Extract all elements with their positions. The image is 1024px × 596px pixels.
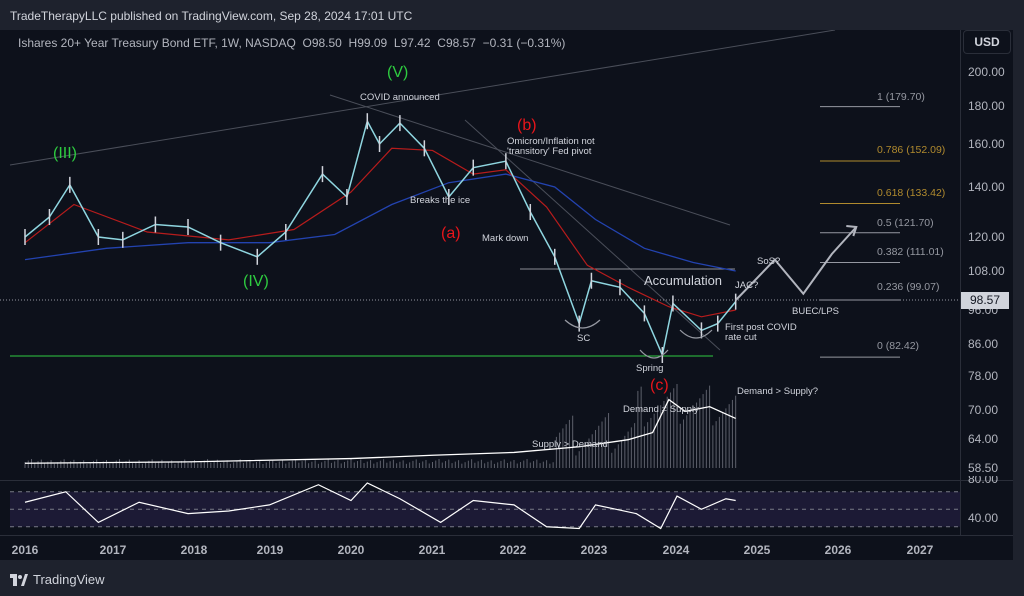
annotation-breaks-ice: Breaks the ice [410, 195, 471, 206]
projection-arrow-icon [846, 225, 858, 237]
annotation-rate-cut-line1: First post COVID [725, 322, 797, 333]
volume-line [24, 398, 736, 464]
wave-label-v: (V) [387, 64, 409, 81]
annotation-demand-eq-supply: Demand = Supply [623, 404, 699, 415]
annotation-covid: COVID announced [360, 92, 440, 103]
structure-arc [679, 329, 713, 339]
rsi-tick: 40.00 [968, 511, 999, 525]
year-label: 2021 [418, 543, 446, 557]
annotation-rate-cut: First post COVID rate cut [725, 323, 797, 343]
year-label: 2020 [337, 543, 365, 557]
rsi-tick: 80.00 [968, 476, 999, 484]
fib-label-0236: 0.236 (99.07) [877, 281, 940, 293]
symbol-name: Ishares 20+ Year Treasury Bond ETF, 1W, … [18, 36, 296, 50]
wave-label-b: (b) [517, 117, 537, 134]
fib-label-0786: 0.786 (152.09) [877, 144, 946, 156]
close-value: C98.57 [437, 36, 476, 50]
annotation-omicron-line2: 'transitory' Fed pivot [507, 146, 592, 157]
tradingview-logo-icon [10, 573, 28, 586]
fib-label-0618: 0.618 (133.42) [877, 187, 946, 199]
ma-red-line [24, 147, 736, 318]
annotation-sos: SoS? [757, 256, 781, 267]
fib-label-0382: 0.382 (111.01) [877, 246, 944, 258]
ma-200-line [24, 173, 736, 272]
year-label: 2024 [662, 543, 690, 557]
price-tick: 160.00 [968, 137, 1005, 151]
year-label: 2026 [824, 543, 852, 557]
wave-label-c: (c) [650, 377, 669, 394]
high-value: H99.09 [348, 36, 388, 50]
price-tick: 86.00 [968, 337, 999, 351]
fib-label-0: 0 (82.42) [877, 340, 920, 352]
annotation-sc: SC [577, 333, 591, 344]
price-tick: 140.00 [968, 180, 1005, 194]
low-value: L97.42 [393, 36, 431, 50]
trendline-resistance [329, 94, 731, 226]
tradingview-logo[interactable]: TradingView [10, 572, 105, 587]
symbol-legend: Ishares 20+ Year Treasury Bond ETF, 1W, … [18, 36, 565, 50]
year-label: 2017 [99, 543, 127, 557]
year-label: 2019 [256, 543, 284, 557]
annotation-omicron: Omicron/Inflation not'transitory' Fed pi… [507, 137, 595, 157]
volume-tick: 70.00 [968, 403, 999, 417]
price-axis[interactable] [960, 30, 1013, 535]
time-axis[interactable]: 2016 2017 2018 2019 2020 2021 2022 2023 … [0, 535, 1013, 560]
brand-name: TradingView [33, 572, 105, 587]
wave-label-a: (a) [441, 225, 461, 242]
price-tick: 180.00 [968, 99, 1005, 113]
price-tick: 108.00 [968, 264, 1005, 278]
trendline-upper [9, 30, 836, 166]
change-value: −0.31 (−0.31%) [482, 36, 566, 50]
pane-separator[interactable] [0, 480, 1013, 481]
price-line [24, 119, 737, 358]
annotation-omicron-line1: Omicron/Inflation not [507, 136, 595, 147]
trendline-down [464, 119, 721, 351]
wave-label-iii: (III) [53, 145, 77, 162]
price-tick: 120.00 [968, 230, 1005, 244]
currency-button[interactable]: USD [963, 30, 1011, 54]
fib-label-05: 0.5 (121.70) [877, 217, 934, 229]
year-label: 2018 [180, 543, 208, 557]
year-label: 2025 [743, 543, 771, 557]
structure-arc [564, 319, 601, 329]
chart-area[interactable]: Ishares 20+ Year Treasury Bond ETF, 1W, … [0, 30, 1013, 560]
publisher-line: TradeTherapyLLC published on TradingView… [10, 9, 413, 23]
volume-tick: 58.50 [968, 461, 999, 475]
current-price-label: 98.57 [961, 292, 1009, 309]
rsi-line [24, 482, 736, 530]
annotation-rate-cut-line2: rate cut [725, 332, 757, 343]
year-label: 2023 [580, 543, 608, 557]
year-label: 2027 [906, 543, 934, 557]
annotation-accumulation: Accumulation [644, 273, 723, 288]
price-tick: 200.00 [968, 65, 1005, 79]
volume-tick: 78.00 [968, 369, 999, 383]
projection-path [734, 226, 858, 301]
annotation-jac: JAC? [735, 280, 759, 291]
year-label: 2016 [11, 543, 39, 557]
volume-tick: 64.00 [968, 432, 999, 446]
chart-plot[interactable] [0, 30, 1013, 560]
annotation-supply-gt-demand: Supply > Demand [532, 439, 608, 450]
year-label: 2022 [499, 543, 527, 557]
fib-label-1: 1 (179.70) [877, 91, 925, 103]
wave-label-iv: (IV) [243, 273, 269, 290]
structure-arc [639, 349, 669, 359]
annotation-buec-lps: BUEC/LPS [792, 306, 839, 317]
annotation-demand-gt-supply: Demand > Supply? [737, 386, 819, 397]
open-value: O98.50 [302, 36, 342, 50]
annotation-mark-down: Mark down [482, 233, 529, 244]
annotation-spring: Spring [636, 363, 664, 374]
